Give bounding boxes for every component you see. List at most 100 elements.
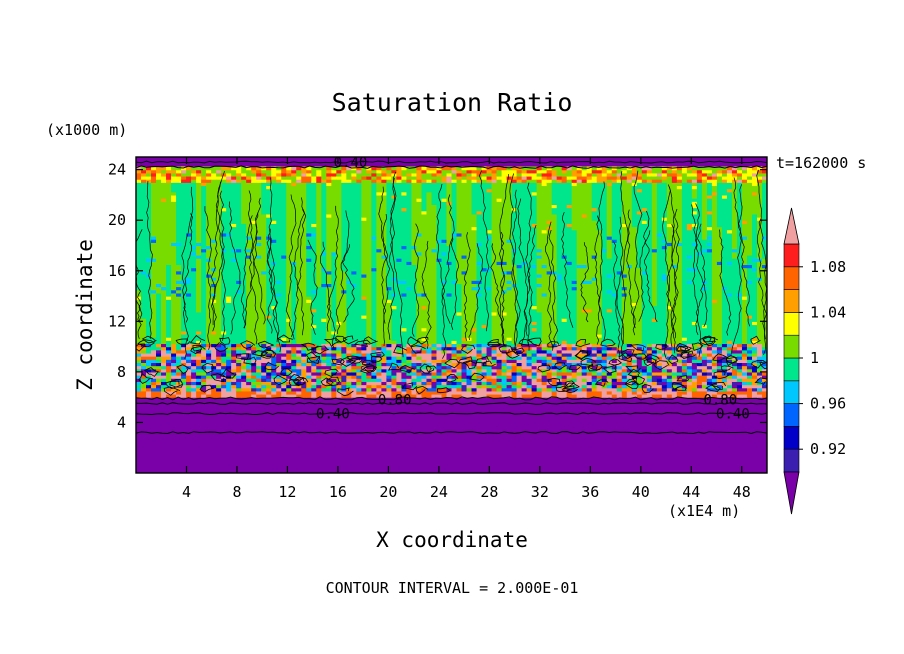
heatmap-cell xyxy=(706,172,713,177)
heatmap-cell xyxy=(506,289,513,338)
heatmap-cell xyxy=(516,264,523,269)
heatmap-cell xyxy=(236,248,242,253)
heatmap-cell xyxy=(291,375,297,382)
heatmap-cell xyxy=(406,384,413,389)
heatmap-cell xyxy=(636,188,643,193)
heatmap-cell xyxy=(536,359,543,363)
heatmap-cell xyxy=(671,384,678,389)
heatmap-cell xyxy=(166,296,172,300)
heatmap-cell xyxy=(471,229,478,281)
heatmap-cell xyxy=(706,362,713,367)
heatmap-cell xyxy=(321,283,327,288)
heatmap-cell xyxy=(371,356,377,360)
heatmap-cell xyxy=(671,182,678,266)
heatmap-cell xyxy=(676,169,683,174)
heatmap-cell xyxy=(541,232,548,266)
heatmap-cell xyxy=(186,346,192,351)
heatmap-cell xyxy=(711,349,718,354)
heatmap-cell xyxy=(221,381,227,386)
heatmap-cell xyxy=(301,343,307,348)
heatmap-cell xyxy=(601,166,608,174)
contour-line xyxy=(616,216,624,358)
heatmap-cell xyxy=(541,267,548,294)
heatmap-cell xyxy=(171,169,177,174)
heatmap-cell xyxy=(691,210,698,215)
heatmap-cell xyxy=(646,378,653,382)
heatmap-cell xyxy=(321,378,327,386)
heatmap-cell xyxy=(616,368,623,373)
heatmap-cell xyxy=(466,169,473,174)
heatmap-cell xyxy=(531,179,538,183)
heatmap-cell xyxy=(731,378,738,382)
heatmap-cell xyxy=(201,248,207,253)
heatmap-cell xyxy=(726,371,733,376)
heatmap-cell xyxy=(581,387,588,392)
heatmap-cell xyxy=(211,179,217,240)
heatmap-cell xyxy=(521,169,528,174)
heatmap-cell xyxy=(376,172,382,177)
heatmap-cell xyxy=(151,359,157,363)
heatmap-cell xyxy=(481,378,488,382)
heatmap-cell xyxy=(466,356,473,360)
heatmap-cell xyxy=(291,182,297,187)
heatmap-cell xyxy=(306,375,312,379)
contour-line xyxy=(277,334,294,343)
heatmap-cell xyxy=(701,239,708,250)
heatmap-cell xyxy=(621,349,628,354)
heatmap-cell xyxy=(456,169,463,174)
heatmap-cell xyxy=(501,368,508,373)
heatmap-cell xyxy=(596,333,603,338)
heatmap-cell xyxy=(621,286,628,291)
contour-line xyxy=(641,383,654,394)
heatmap-cell xyxy=(496,179,503,199)
heatmap-cell xyxy=(516,182,523,266)
heatmap-cell xyxy=(531,371,538,376)
heatmap-cell xyxy=(521,390,528,395)
heatmap-cell xyxy=(566,365,573,370)
heatmap-cell xyxy=(761,352,767,357)
heatmap-cell xyxy=(556,352,563,357)
heatmap-cell xyxy=(641,381,648,386)
heatmap-cell xyxy=(281,346,287,354)
heatmap-cell xyxy=(476,359,483,363)
heatmap-cell xyxy=(276,346,282,351)
contour-line xyxy=(662,184,671,360)
heatmap-cell xyxy=(346,352,352,357)
heatmap-cell xyxy=(246,179,252,183)
heatmap-cell xyxy=(631,356,638,360)
heatmap-cell xyxy=(206,258,212,262)
heatmap-cell xyxy=(546,368,553,373)
heatmap-cell xyxy=(761,258,767,266)
heatmap-cell xyxy=(746,387,753,398)
heatmap-cell xyxy=(636,394,643,398)
heatmap-cell xyxy=(686,371,693,376)
heatmap-cell xyxy=(376,349,382,354)
heatmap-cell xyxy=(401,356,408,363)
heatmap-cell xyxy=(611,378,618,382)
heatmap-cell xyxy=(231,349,237,354)
x-tick-label: 48 xyxy=(733,483,751,501)
heatmap-cell xyxy=(601,182,608,250)
heatmap-cell xyxy=(591,220,598,256)
heatmap-cell xyxy=(331,384,337,389)
heatmap-cell xyxy=(501,365,508,370)
heatmap-cell xyxy=(631,349,638,354)
heatmap-cell xyxy=(691,324,698,345)
heatmap-cell xyxy=(536,368,543,373)
heatmap-cell xyxy=(171,242,177,247)
heatmap-cell xyxy=(196,330,202,335)
heatmap-cell xyxy=(571,289,578,345)
heatmap-cell xyxy=(706,213,713,228)
heatmap-cell xyxy=(546,229,553,272)
heatmap-cell xyxy=(181,175,187,180)
heatmap-cell xyxy=(401,175,408,180)
contour-line xyxy=(425,365,437,373)
heatmap-cell xyxy=(706,182,713,196)
heatmap-cell xyxy=(681,365,688,370)
heatmap-cell xyxy=(416,169,423,180)
heatmap-cell xyxy=(706,359,713,363)
heatmap-cell xyxy=(586,356,593,360)
heatmap-cell xyxy=(471,289,478,329)
heatmap-cell xyxy=(156,365,162,370)
heatmap-cell xyxy=(686,356,693,360)
